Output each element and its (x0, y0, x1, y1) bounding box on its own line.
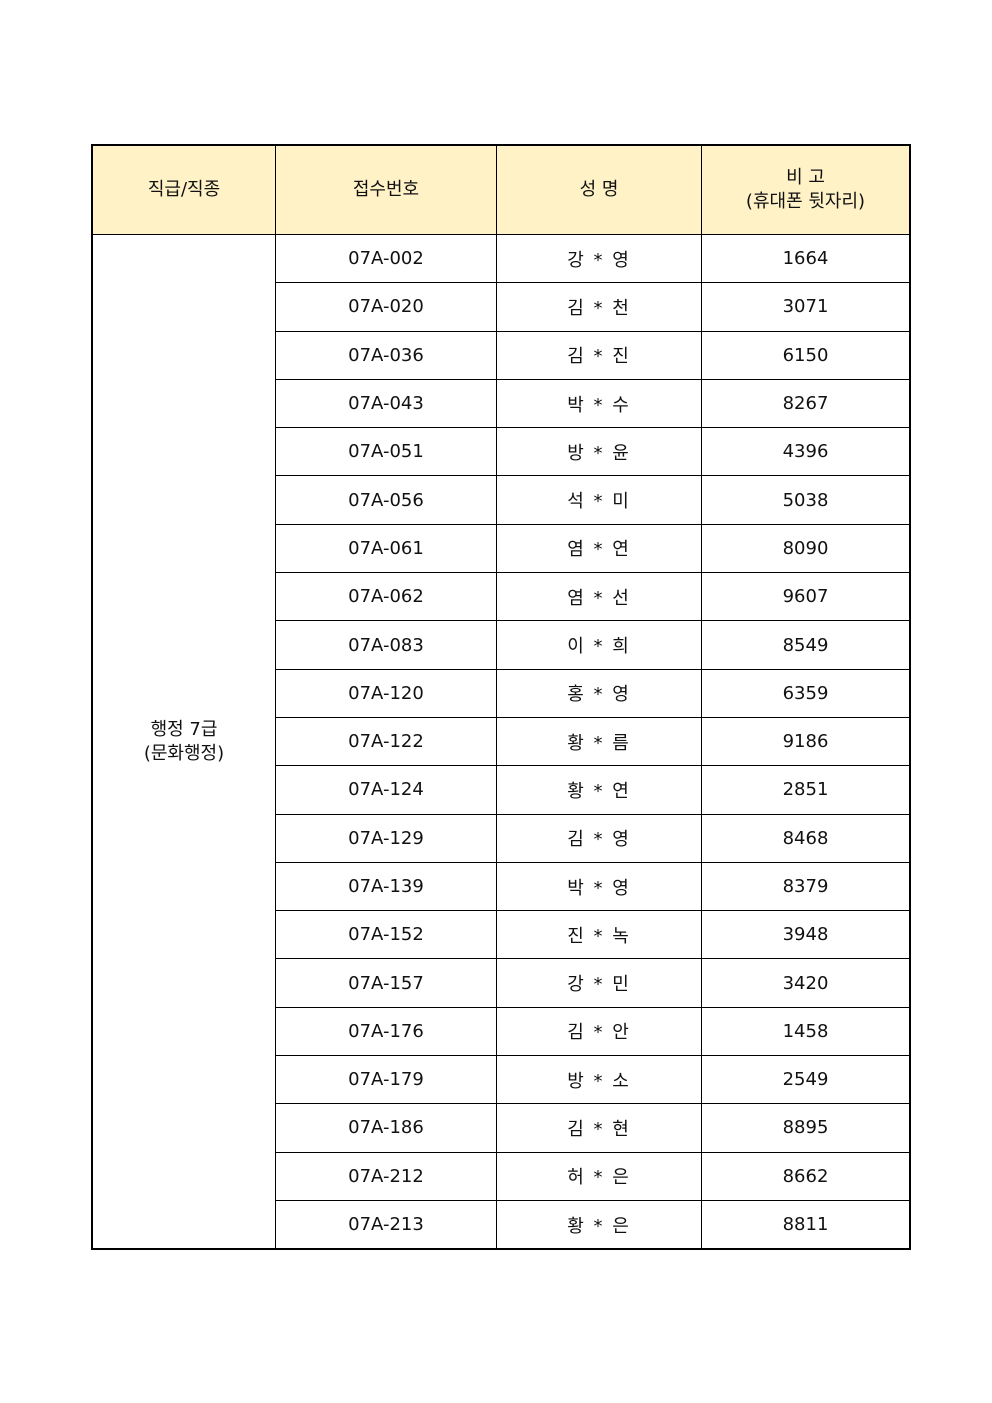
phone-cell: 3420 (701, 958, 911, 1008)
receipt-no-cell: 07A-036 (275, 330, 497, 380)
table-row: 07A-061 염 * 연 8090 (92, 523, 911, 574)
header-remarks-line2: (휴대폰 뒷자리) (745, 191, 866, 212)
table-row: 07A-212 허 * 은 8662 (92, 1151, 911, 1201)
phone-cell: 8811 (701, 1199, 911, 1250)
phone-cell: 8662 (701, 1151, 911, 1201)
name-cell: 이 * 희 (496, 620, 702, 670)
phone-cell: 1458 (701, 1006, 911, 1057)
table-row: 07A-051 방 * 윤 4396 (92, 427, 911, 477)
phone-cell: 6359 (701, 668, 911, 718)
header-row: 직급/직종 접수번호 성 명 비 고 (휴대폰 뒷자리) (91, 144, 911, 235)
receipt-no-cell: 07A-020 (275, 282, 497, 332)
name-cell: 방 * 윤 (496, 427, 702, 477)
name-cell: 김 * 현 (496, 1103, 702, 1153)
receipt-no-cell: 07A-129 (275, 813, 497, 863)
table-row: 07A-036 김 * 진 6150 (92, 330, 911, 380)
name-cell: 염 * 연 (496, 523, 702, 574)
receipt-no-cell: 07A-051 (275, 427, 497, 477)
receipt-no-cell: 07A-186 (275, 1103, 497, 1153)
phone-cell: 9186 (701, 716, 911, 767)
phone-cell: 8090 (701, 523, 911, 574)
phone-cell: 8267 (701, 378, 911, 429)
table-row: 07A-083 이 * 희 8549 (92, 620, 911, 670)
receipt-no-cell: 07A-213 (275, 1199, 497, 1250)
name-cell: 황 * 은 (496, 1199, 702, 1250)
receipt-no-cell: 07A-056 (275, 475, 497, 525)
name-cell: 강 * 영 (496, 233, 702, 284)
phone-cell: 3948 (701, 910, 911, 960)
name-cell: 황 * 름 (496, 716, 702, 767)
table-row: 07A-043 박 * 수 8267 (92, 378, 911, 429)
receipt-no-cell: 07A-176 (275, 1006, 497, 1057)
name-cell: 황 * 연 (496, 765, 702, 815)
table-row: 07A-120 홍 * 영 6359 (92, 668, 911, 718)
name-cell: 방 * 소 (496, 1055, 702, 1105)
name-cell: 허 * 은 (496, 1151, 702, 1201)
receipt-no-cell: 07A-124 (275, 765, 497, 815)
receipt-no-cell: 07A-157 (275, 958, 497, 1008)
phone-cell: 1664 (701, 233, 911, 284)
name-cell: 석 * 미 (496, 475, 702, 525)
table-row: 07A-176 김 * 안 1458 (92, 1006, 911, 1057)
phone-cell: 8895 (701, 1103, 911, 1153)
header-receipt-no: 접수번호 (275, 144, 497, 235)
phone-cell: 8549 (701, 620, 911, 670)
name-cell: 김 * 안 (496, 1006, 702, 1057)
table-row: 07A-157 강 * 민 3420 (92, 958, 911, 1008)
table-row: 행정 7급 (문화행정) 07A-002 강 * 영 1664 (91, 233, 911, 1250)
receipt-no-cell: 07A-122 (275, 716, 497, 767)
receipt-no-cell: 07A-179 (275, 1055, 497, 1105)
table-row: 07A-124 황 * 연 2851 (92, 765, 911, 815)
table-row: 07A-179 방 * 소 2549 (92, 1055, 911, 1105)
phone-cell: 3071 (701, 282, 911, 332)
name-cell: 염 * 선 (496, 572, 702, 622)
header-category: 직급/직종 (91, 144, 276, 235)
table-row: 07A-152 진 * 녹 3948 (92, 910, 911, 960)
table-row: 07A-213 황 * 은 8811 (92, 1199, 911, 1250)
name-cell: 김 * 진 (496, 330, 702, 380)
receipt-no-cell: 07A-152 (275, 910, 497, 960)
name-cell: 강 * 민 (496, 958, 702, 1008)
phone-cell: 4396 (701, 427, 911, 477)
category-line2: (문화행정) (143, 742, 225, 764)
name-cell: 김 * 영 (496, 813, 702, 863)
phone-cell: 8379 (701, 861, 911, 912)
table-row: 07A-122 황 * 름 9186 (92, 716, 911, 767)
receipt-no-cell: 07A-212 (275, 1151, 497, 1201)
category-cell: 행정 7급 (문화행정) (91, 234, 276, 1250)
table-row: 07A-062 염 * 선 9607 (92, 572, 911, 622)
name-cell: 진 * 녹 (496, 910, 702, 960)
receipt-no-cell: 07A-083 (275, 620, 497, 670)
category-line1: 행정 7급 (150, 718, 218, 740)
table-row: 07A-129 김 * 영 8468 (92, 813, 911, 863)
name-cell: 홍 * 영 (496, 668, 702, 718)
receipt-no-cell: 07A-120 (275, 668, 497, 718)
receipt-no-cell: 07A-043 (275, 378, 497, 429)
phone-cell: 2851 (701, 765, 911, 815)
phone-cell: 6150 (701, 330, 911, 380)
table-row: 07A-020 김 * 천 3071 (92, 282, 911, 332)
table-row: 07A-056 석 * 미 5038 (92, 475, 911, 525)
phone-cell: 8468 (701, 813, 911, 863)
phone-cell: 2549 (701, 1055, 911, 1105)
receipt-no-cell: 07A-002 (275, 233, 497, 284)
header-name: 성 명 (496, 144, 702, 235)
table-row: 07A-186 김 * 현 8895 (92, 1103, 911, 1153)
table-row: 07A-139 박 * 영 8379 (92, 861, 911, 912)
receipt-no-cell: 07A-061 (275, 523, 497, 574)
header-remarks-line1: 비 고 (786, 167, 825, 188)
receipt-no-cell: 07A-139 (275, 861, 497, 912)
name-cell: 김 * 천 (496, 282, 702, 332)
header-remarks: 비 고 (휴대폰 뒷자리) (701, 144, 911, 235)
phone-cell: 9607 (701, 572, 911, 622)
phone-cell: 5038 (701, 475, 911, 525)
applicant-table: 직급/직종 접수번호 성 명 비 고 (휴대폰 뒷자리) 행정 7급 (문화행정)… (91, 144, 911, 1251)
receipt-no-cell: 07A-062 (275, 572, 497, 622)
name-cell: 박 * 영 (496, 861, 702, 912)
name-cell: 박 * 수 (496, 378, 702, 429)
